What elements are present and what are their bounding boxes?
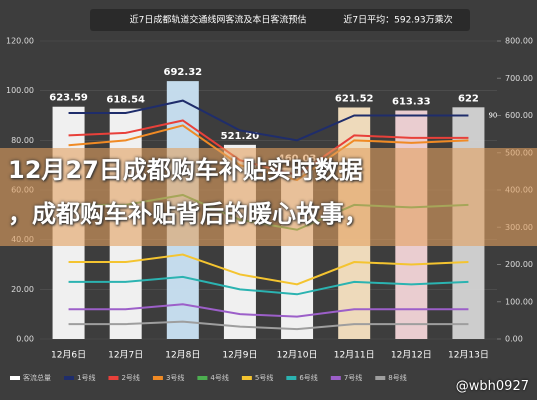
legend-swatch bbox=[241, 376, 252, 380]
watermark: @wbh0927 bbox=[455, 379, 529, 394]
legend-label: 6号线 bbox=[299, 373, 317, 382]
legend-label: 2号线 bbox=[121, 373, 139, 382]
chart-subtitle: 近7日平均：592.93万乘次 bbox=[343, 14, 452, 26]
y2-tick-label: 100.00 bbox=[505, 297, 533, 306]
legend-swatch bbox=[10, 376, 20, 380]
bar-value-label: 621.52 bbox=[335, 93, 374, 104]
x-tick-label: 12月8日 bbox=[165, 350, 200, 361]
line bbox=[68, 303, 469, 318]
chart-title: 近7日成都轨道交通线网客流及本日客流预估 bbox=[130, 14, 307, 26]
overlay-banner: 12月27日成都购车补贴实时数据 ，成都购车补贴背后的暖心故事， bbox=[0, 148, 537, 246]
legend-swatch bbox=[330, 376, 341, 380]
y-tick-label: 100.00 bbox=[6, 86, 34, 95]
y-tick-label: 120.00 bbox=[6, 37, 34, 46]
y-tick-label: 20.00 bbox=[11, 285, 34, 294]
legend-swatch bbox=[152, 376, 163, 380]
y2-tick-label: 0.00 bbox=[505, 335, 523, 344]
line bbox=[68, 99, 469, 142]
x-tick-label: 12月7日 bbox=[108, 350, 143, 361]
y2-tick-label: 700.00 bbox=[505, 74, 533, 83]
x-tick-label: 12月6日 bbox=[51, 350, 86, 361]
bar-value-label: 623.59 bbox=[49, 93, 88, 104]
bar-value-label: 618.54 bbox=[106, 95, 145, 106]
x-tick-label: 12月11日 bbox=[334, 350, 375, 361]
bar-value-label: 521.20 bbox=[221, 131, 260, 142]
line bbox=[68, 275, 469, 296]
line bbox=[68, 253, 469, 286]
y2-tick-label: 800.00 bbox=[505, 37, 533, 46]
bar-value-label: 622 bbox=[458, 93, 479, 104]
y2-tick-label: 600.00 bbox=[505, 111, 533, 120]
header-bar bbox=[90, 9, 470, 31]
legend-label: 4号线 bbox=[210, 373, 228, 382]
legend-label: 1号线 bbox=[77, 373, 95, 382]
overlay-line: 12月27日成都购车补贴实时数据 bbox=[8, 156, 363, 184]
legend-label: 客流总量 bbox=[23, 373, 51, 382]
legend-label: 5号线 bbox=[255, 373, 273, 382]
y-tick-label: 80.00 bbox=[11, 136, 34, 145]
legend-swatch bbox=[64, 376, 74, 380]
x-tick-label: 12月12日 bbox=[391, 350, 432, 361]
legend-label: 3号线 bbox=[166, 373, 184, 382]
overlay-line: ，成都购车补贴背后的暖心故事， bbox=[8, 200, 368, 228]
legend-label: 8号线 bbox=[388, 373, 406, 382]
x-tick-label: 12月10日 bbox=[277, 350, 318, 361]
legend-swatch bbox=[375, 376, 386, 380]
bar-value-label: 613.33 bbox=[392, 97, 431, 108]
legend-swatch bbox=[286, 376, 297, 380]
legend-swatch bbox=[197, 376, 208, 380]
line-value-label: 90 bbox=[488, 112, 497, 120]
bar-value-label: 692.32 bbox=[164, 67, 203, 78]
x-tick-label: 12月13日 bbox=[448, 350, 489, 361]
y2-tick-label: 200.00 bbox=[505, 260, 533, 269]
line bbox=[68, 320, 469, 331]
y-tick-label: 0.00 bbox=[16, 335, 34, 344]
legend-label: 7号线 bbox=[344, 373, 362, 382]
legend-swatch bbox=[108, 376, 119, 380]
x-tick-label: 12月9日 bbox=[222, 350, 257, 361]
